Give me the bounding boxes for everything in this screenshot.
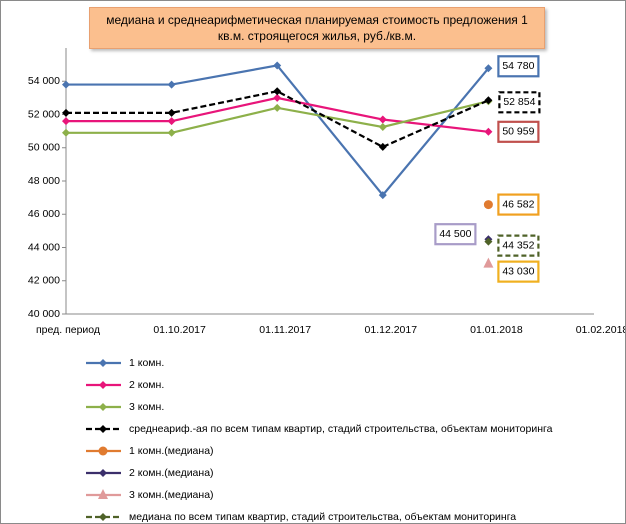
point bbox=[62, 128, 70, 137]
label-box bbox=[497, 234, 540, 257]
y-tick-label: 42 000 bbox=[28, 275, 60, 287]
x-tick-label: 01.12.2017 bbox=[365, 324, 418, 336]
x-tick-label: 01.11.2017 bbox=[259, 324, 311, 336]
point bbox=[484, 64, 493, 73]
point bbox=[167, 108, 176, 117]
legend-label: 2 комн.(медиана) bbox=[129, 467, 214, 479]
data-label: 44 500 bbox=[439, 228, 471, 240]
point bbox=[167, 128, 176, 137]
legend-label: 1 комн.(медиана) bbox=[129, 445, 214, 457]
point bbox=[483, 257, 494, 268]
point bbox=[378, 122, 387, 131]
legend-marker bbox=[99, 425, 107, 433]
y-tick-label: 52 000 bbox=[28, 108, 60, 120]
x-tick-label: 01.10.2017 bbox=[153, 324, 206, 336]
legend-marker bbox=[99, 513, 107, 521]
legend-marker bbox=[99, 381, 107, 389]
label-box bbox=[498, 91, 541, 114]
legend-label: 3 комн. bbox=[129, 401, 164, 413]
point bbox=[484, 96, 493, 105]
y-tick-label: 50 000 bbox=[28, 142, 60, 154]
label-box bbox=[497, 193, 540, 216]
point bbox=[484, 127, 493, 136]
legend-marker bbox=[99, 359, 107, 367]
legend-marker bbox=[98, 489, 108, 499]
point bbox=[378, 191, 387, 200]
label-box bbox=[434, 223, 477, 246]
label-box bbox=[497, 55, 540, 78]
line bbox=[66, 90, 489, 149]
point bbox=[273, 87, 282, 96]
data-label: 46 582 bbox=[502, 198, 534, 210]
label-box bbox=[497, 120, 540, 143]
y-tick-label: 40 000 bbox=[28, 308, 60, 320]
x-tick-label: пред. период bbox=[36, 324, 100, 336]
data-label: 52 854 bbox=[503, 96, 535, 108]
x-tick-label: 01.02.2018 bbox=[576, 324, 625, 336]
point bbox=[378, 115, 387, 124]
point bbox=[273, 93, 282, 102]
y-tick-label: 48 000 bbox=[28, 175, 60, 187]
point bbox=[62, 80, 70, 89]
data-label: 50 959 bbox=[502, 126, 534, 138]
x-tick-label: 01.01.2018 bbox=[470, 324, 523, 336]
y-tick-label: 44 000 bbox=[28, 241, 60, 253]
legend-label: 3 комн.(медиана) bbox=[129, 489, 214, 501]
legend-label: 2 комн. bbox=[129, 379, 164, 391]
data-label: 43 030 bbox=[502, 265, 534, 277]
point bbox=[62, 108, 70, 117]
point bbox=[484, 237, 493, 246]
legend-marker bbox=[99, 403, 107, 411]
point bbox=[273, 103, 282, 112]
point bbox=[62, 117, 70, 126]
chart-title: медиана и среднеарифметическая планируем… bbox=[89, 7, 545, 49]
data-label: 44 352 bbox=[502, 239, 534, 251]
legend-label: среднеариф.-ая по всем типам квартир, ст… bbox=[129, 423, 553, 435]
point bbox=[378, 142, 387, 151]
y-tick-label: 46 000 bbox=[28, 208, 60, 220]
point bbox=[483, 200, 493, 210]
legend-label: 1 комн. bbox=[129, 357, 164, 369]
point bbox=[273, 61, 282, 70]
legend-marker bbox=[98, 446, 108, 456]
point bbox=[167, 117, 176, 126]
label-box bbox=[497, 260, 540, 283]
y-tick-label: 54 000 bbox=[28, 75, 60, 87]
legend-marker bbox=[99, 469, 107, 477]
line bbox=[66, 64, 490, 197]
point bbox=[167, 80, 176, 89]
data-label: 54 780 bbox=[502, 60, 534, 72]
line bbox=[66, 96, 489, 133]
legend-label: медиана по всем типам квартир, стадий ст… bbox=[129, 511, 516, 523]
